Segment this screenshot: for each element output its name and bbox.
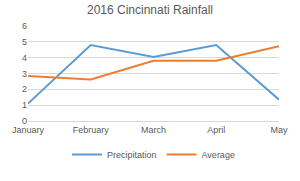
svg-text:1: 1 [22,100,27,110]
svg-text:March: March [141,125,166,135]
svg-text:5: 5 [22,37,27,47]
svg-text:0: 0 [22,116,27,126]
svg-text:2: 2 [22,84,27,94]
svg-text:6: 6 [22,21,27,31]
svg-text:April: April [207,125,225,135]
svg-text:2016 Cincinnati Rainfall: 2016 Cincinnati Rainfall [87,3,213,17]
svg-text:4: 4 [22,53,27,63]
svg-text:Precipitation: Precipitation [107,150,157,160]
svg-text:February: February [73,125,110,135]
svg-text:3: 3 [22,69,27,79]
svg-text:May: May [270,125,288,135]
svg-text:January: January [12,125,45,135]
svg-text:Average: Average [202,150,235,160]
